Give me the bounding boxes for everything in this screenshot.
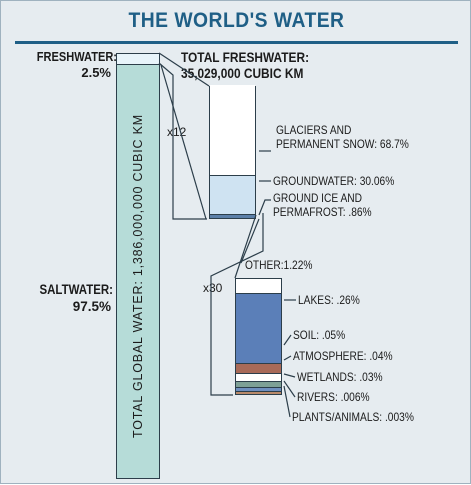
- total-water-column: [116, 53, 160, 479]
- total-freshwater-volume: 35,029,000 CUBIC KM: [181, 65, 304, 81]
- atmosphere-leader: [283, 355, 292, 361]
- saltwater-label: SALTWATER:: [39, 282, 113, 297]
- plants-animals-label: PLANTS/ANIMALS: .003%: [292, 410, 414, 424]
- other-segment-1: [236, 363, 281, 373]
- other-leader: [240, 218, 260, 264]
- zoom-line-freshwater: [158, 52, 210, 87]
- ground-ice-label-line1: GROUND ICE AND: [273, 191, 362, 205]
- ground-ice-label-line2: PERMAFROST: .86%: [273, 205, 372, 219]
- other-segment-3: [236, 381, 281, 387]
- freshwater-segment-2: [210, 214, 255, 218]
- other-segment-0: [236, 293, 281, 363]
- groundwater-label: GROUNDWATER: 30.06%: [273, 174, 395, 188]
- freshwater-column: [209, 84, 256, 219]
- other-title: OTHER:1.22%: [245, 258, 313, 272]
- freshwater-pct: 2.5%: [81, 65, 111, 80]
- other-segment-2: [236, 373, 281, 381]
- freshwater-segment: [117, 54, 159, 65]
- zoom-line-freshwater-lower: [160, 64, 207, 220]
- other-segment-4: [236, 387, 281, 391]
- glaciers-label-line2: PERMANENT SNOW: 68.7%: [276, 137, 409, 151]
- wetlands-leader: [283, 373, 296, 378]
- ground-ice-leader: [258, 199, 271, 216]
- soil-leader: [283, 334, 292, 346]
- saltwater-pct: 97.5%: [72, 299, 111, 314]
- lakes-label: LAKES: .26%: [298, 293, 360, 307]
- other-column: [235, 278, 282, 395]
- freshwater-segment-0: [210, 84, 255, 175]
- glaciers-label-line1: GLACIERS AND: [276, 123, 352, 137]
- title-rule: [15, 41, 458, 44]
- page-title: THE WORLD'S WATER: [128, 9, 345, 32]
- freshwater-segment-1: [210, 174, 255, 214]
- rivers-leader: [283, 380, 296, 398]
- plants-animals-leader: [283, 385, 291, 418]
- atmosphere-label: ATMOSPHERE: .04%: [293, 349, 393, 363]
- wetlands-label: WETLANDS: .03%: [297, 370, 383, 384]
- freshwater-label: FRESHWATER:: [36, 49, 117, 64]
- soil-label: SOIL: .05%: [293, 328, 346, 342]
- other-segment-5: [236, 391, 281, 394]
- total-freshwater-title: TOTAL FRESHWATER:: [181, 49, 310, 65]
- rivers-label: RIVERS: .006%: [297, 390, 370, 404]
- zoom-bracket-other: [210, 213, 264, 396]
- zoom-bracket-freshwater: [158, 62, 207, 220]
- other-magnification: x30: [203, 281, 223, 295]
- zoom-line-other: [234, 214, 257, 279]
